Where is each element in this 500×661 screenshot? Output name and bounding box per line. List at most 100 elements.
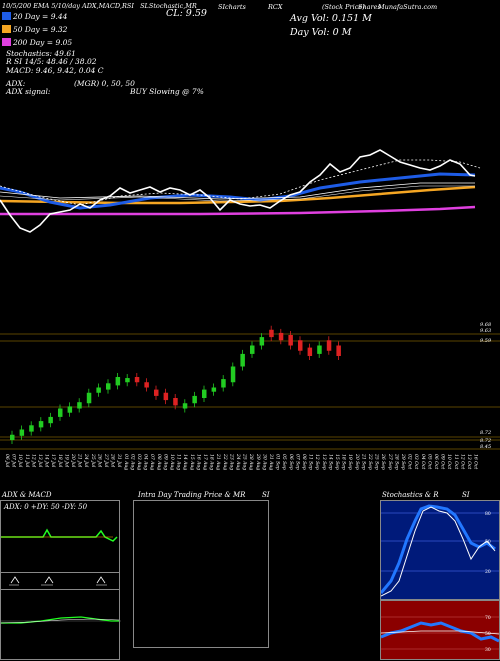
header-sicharts: SIcharts (218, 3, 246, 11)
candle-body (10, 434, 15, 440)
date-label: 17 Jul (50, 454, 56, 468)
rsi-30-label: 30 (485, 647, 491, 653)
date-label: 11 Aug (176, 454, 182, 470)
candle-body (317, 345, 322, 354)
date-label: 24 Aug (235, 453, 241, 470)
date-label: 05 Oct (426, 454, 432, 469)
date-label: 10 Oct (446, 454, 452, 469)
candle-body (58, 408, 63, 417)
date-label: 18 Jul (57, 454, 63, 468)
legend-ema50: 50 Day = 9.32 (2, 25, 67, 34)
si-value: R SI 14/5: 48.46 / 38.02 (6, 57, 97, 66)
price-label-5: 8.72 (480, 438, 491, 444)
day-volume: Day Vol: 0 M (290, 27, 352, 38)
buy-signal: BUY Slowing @ 7% (130, 87, 204, 96)
ema5-line (0, 185, 475, 202)
legend-ema200: 200 Day = 9.05 (2, 38, 72, 47)
ema200-swatch (2, 38, 11, 46)
candle-body (182, 403, 188, 409)
date-label: 29 Sep (400, 453, 406, 470)
price-label-3: 9.59 (480, 338, 492, 344)
macd-value: MACD: 9.46, 9.42, 0.04 C (6, 66, 104, 75)
date-label: 08 Sep (301, 454, 307, 470)
ema10-line (0, 182, 475, 200)
stoch-title: Stochastics & R (382, 491, 439, 499)
date-label: 06 Jul (4, 454, 10, 468)
date-label: 13 Oct (466, 454, 472, 469)
header-stoch: SLStochastic,MR (140, 2, 197, 10)
date-label: 08 Aug (156, 454, 162, 470)
candle-body (154, 389, 159, 396)
date-label: 23 Aug (228, 453, 234, 470)
date-label: 22 Sep (367, 453, 373, 470)
adx-signal-label: ADX signal: (6, 87, 51, 96)
date-label: 10 Jul (17, 454, 23, 468)
header-shares: Shares (358, 3, 381, 11)
candle-body (96, 387, 101, 393)
date-label: 21 Sep (360, 453, 366, 470)
candle-body (86, 392, 92, 404)
candle-body (326, 340, 332, 351)
date-label: 20 Jul (70, 453, 76, 468)
candle-body (192, 395, 197, 404)
macd-signal-line (1, 618, 120, 624)
candle-body (259, 337, 265, 346)
date-label: 06 Sep (288, 454, 294, 470)
candle-body (202, 389, 207, 398)
date-label: 14 Jul (44, 454, 50, 468)
candle-body (144, 382, 149, 388)
ema20-label: 20 Day = 9.44 (13, 12, 68, 21)
signal-dotted-line (0, 159, 481, 206)
date-label: 17 Aug (202, 454, 208, 470)
ema200-label: 200 Day = 9.05 (13, 38, 73, 47)
adx-line (1, 528, 118, 542)
rsi-panel: 70 50 30 (380, 600, 500, 660)
date-label: 29 Aug (255, 453, 261, 470)
price-line (0, 149, 476, 233)
stoch-d-line (381, 506, 496, 597)
avg-volume: Avg Vol: 0.151 M (290, 13, 372, 24)
mgr-value: (MGR) 0, 50, 50 (74, 79, 135, 88)
date-label: 31 Aug (268, 454, 274, 470)
date-label: 09 Aug (162, 454, 168, 470)
stoch-svg: 80 50 20 (381, 504, 499, 597)
date-label: 18 Aug (209, 454, 215, 470)
header-line: 10/5/200 EMA 5/10/day ADX,MACD,RSI SLSto… (2, 2, 197, 10)
date-label: 07 Jul (11, 454, 17, 468)
stoch-k-line (381, 504, 496, 594)
si-title: SI (262, 491, 270, 499)
date-label: 13 Sep (321, 454, 327, 470)
macd-line (1, 616, 119, 624)
date-label: 21 Jul (77, 453, 83, 468)
date-label: 04 Oct (420, 454, 426, 469)
date-label: 02 Aug (129, 454, 135, 470)
candle-body (48, 416, 53, 424)
date-label: 28 Aug (248, 453, 254, 470)
candle-chart: 9.68 9.63 9.59 8.72 8.72 8.45 (0, 322, 500, 450)
adx-macd-title: ADX & MACD (2, 491, 52, 499)
rsi-70-label: 70 (485, 615, 491, 621)
date-label: 10 Aug (169, 454, 175, 470)
candle-body (288, 335, 293, 346)
candle-body (278, 332, 284, 341)
candle-body (106, 383, 111, 390)
price-label-1: 9.68 (480, 322, 491, 328)
ema20-swatch (2, 12, 11, 20)
date-axis: 06 Jul 07 Jul 10 Jul 11 Jul 12 Jul 13 Jul 14 J… (4, 453, 479, 470)
date-label: 15 Sep (334, 454, 340, 470)
date-label: 21 Aug (215, 453, 221, 470)
candle-body (269, 329, 274, 338)
date-label: 15 Aug (189, 454, 195, 470)
stoch-20-label: 20 (485, 569, 491, 575)
candle-body (336, 345, 341, 356)
candle-body (163, 392, 169, 401)
date-label: 20 Sep (354, 453, 360, 470)
date-label: 06 Oct (433, 454, 439, 469)
candle-body (67, 406, 73, 413)
candle-body (221, 379, 226, 388)
date-label: 09 Oct (440, 454, 446, 469)
price-label-6: 8.45 (480, 444, 491, 450)
candle-body (298, 340, 303, 351)
candle-body (77, 402, 82, 409)
date-label: 25 Sep (374, 453, 380, 470)
